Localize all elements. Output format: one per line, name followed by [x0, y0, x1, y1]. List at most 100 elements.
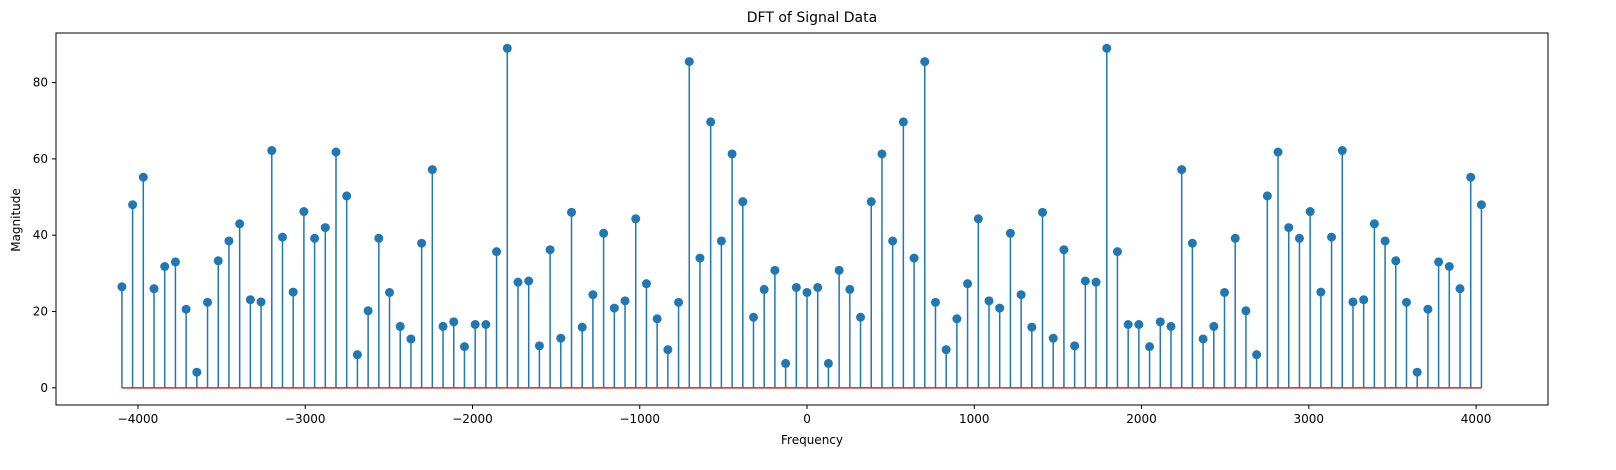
stem-marker — [1348, 297, 1358, 307]
stem-marker — [1134, 319, 1144, 329]
x-tick-label: −3000 — [285, 412, 326, 426]
stem-marker — [1080, 276, 1090, 286]
stem-marker — [1252, 350, 1262, 360]
x-tick-label: 0 — [803, 412, 811, 426]
stem-marker — [1230, 233, 1240, 243]
stem-marker — [888, 236, 898, 246]
stem-marker — [791, 282, 801, 292]
stem-marker — [492, 247, 502, 257]
stem-marker — [213, 256, 223, 266]
stem-marker — [898, 117, 908, 127]
stem-marker — [1016, 290, 1026, 300]
stem-marker — [406, 334, 416, 344]
stem-marker — [385, 287, 395, 297]
stem-marker — [877, 149, 887, 159]
y-tick-label: 60 — [33, 152, 48, 166]
stem-marker — [609, 303, 619, 313]
stem-marker — [256, 297, 266, 307]
y-axis-label: Magnitude — [9, 188, 23, 252]
stem-marker — [641, 279, 651, 289]
stem-marker — [160, 262, 170, 272]
stem-marker — [1241, 306, 1251, 316]
stem-marker — [620, 296, 630, 306]
stem-marker — [534, 341, 544, 351]
stem-marker — [395, 321, 405, 331]
stem-marker — [352, 350, 362, 360]
stem-marker — [599, 228, 609, 238]
stem-marker — [684, 57, 694, 67]
x-tick-label: −1000 — [619, 412, 660, 426]
stem-marker — [963, 279, 973, 289]
stem-marker — [952, 314, 962, 324]
stem-marker — [716, 236, 726, 246]
stem-marker — [1284, 223, 1294, 233]
stem-marker — [802, 287, 812, 297]
stem-marker — [320, 223, 330, 233]
stem-marker — [1112, 247, 1122, 257]
stem-marker — [941, 345, 951, 355]
stem-marker — [1359, 295, 1369, 305]
stem-marker — [556, 333, 566, 343]
stem-marker — [1038, 207, 1048, 217]
stem-lines — [121, 48, 1483, 388]
stem-marker — [1316, 287, 1326, 297]
stem-marker — [973, 214, 983, 224]
stem-marker — [1369, 219, 1379, 229]
stem-marker — [834, 265, 844, 275]
stem-marker — [1198, 334, 1208, 344]
stem-marker — [449, 317, 459, 327]
stem-marker — [277, 232, 287, 242]
stem-marker — [363, 306, 373, 316]
y-tick-label: 20 — [33, 305, 48, 319]
stem-marker — [738, 197, 748, 207]
stem-marker — [1123, 319, 1133, 329]
stem-marker — [1444, 262, 1454, 272]
x-tick-label: −2000 — [452, 412, 493, 426]
stem-marker — [149, 284, 159, 294]
y-tick-label: 0 — [40, 381, 48, 395]
stem-marker — [1187, 238, 1197, 248]
stem-marker — [427, 165, 437, 175]
stem-marker — [470, 319, 480, 329]
stem-marker — [128, 200, 138, 210]
stem-marker — [1294, 233, 1304, 243]
x-tick-label: −4000 — [118, 412, 159, 426]
stem-marker — [674, 297, 684, 307]
stem-marker — [203, 297, 213, 307]
stem-marker — [267, 146, 277, 156]
stem-marker — [545, 245, 555, 255]
stem-marker — [192, 367, 202, 377]
stem-marker — [1391, 256, 1401, 266]
stem-marker — [1337, 146, 1347, 156]
stem-marker — [631, 214, 641, 224]
stem-marker — [995, 303, 1005, 313]
stem-marker — [588, 290, 598, 300]
stem-marker — [138, 172, 148, 182]
stem-marker — [1155, 317, 1165, 327]
stem-marker — [524, 276, 534, 286]
stem-marker — [299, 207, 309, 217]
stem-marker — [909, 253, 919, 263]
stem-marker — [1091, 277, 1101, 287]
stem-marker — [1005, 228, 1015, 238]
stem-marker — [984, 296, 994, 306]
stem-marker — [288, 287, 298, 297]
stem-marker — [1262, 191, 1272, 201]
stem-marker — [920, 57, 930, 67]
x-tick-label: 2000 — [1126, 412, 1157, 426]
stem-marker — [845, 284, 855, 294]
stem-marker — [1412, 367, 1422, 377]
stem-marker — [1209, 321, 1219, 331]
stem-marker — [748, 312, 758, 322]
stem-marker — [856, 312, 866, 322]
stem-marker — [706, 117, 716, 127]
stem-marker — [781, 358, 791, 368]
y-tick-label: 80 — [33, 76, 48, 90]
stem-marker — [235, 219, 245, 229]
stem-marker — [770, 265, 780, 275]
stem-marker — [1027, 322, 1037, 332]
stem-marker — [374, 233, 384, 243]
axes-frame — [55, 32, 1549, 406]
stem-marker — [1455, 284, 1465, 294]
